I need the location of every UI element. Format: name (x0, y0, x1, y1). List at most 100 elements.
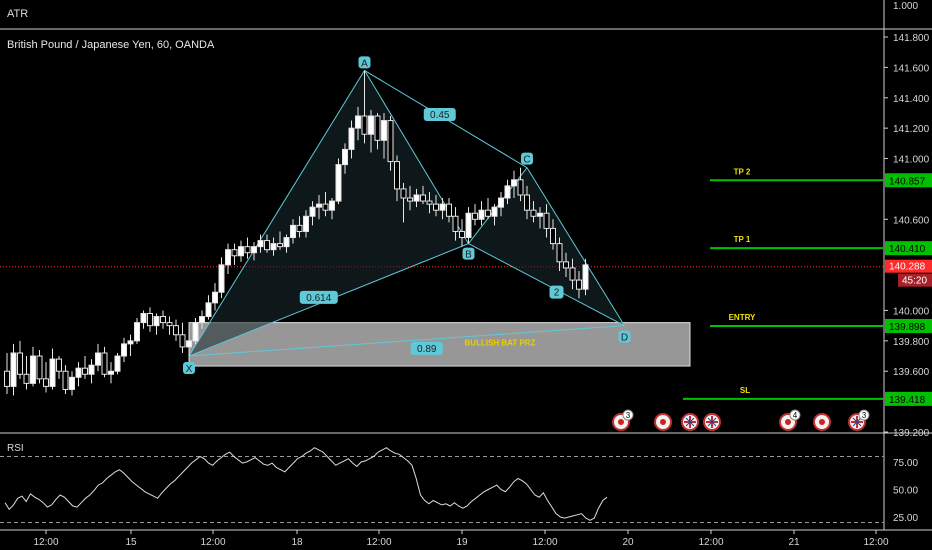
candle (147, 307, 153, 332)
ratio-label-bd: 2 (554, 288, 560, 299)
level-name: TP 1 (734, 235, 751, 244)
event-markers: 3 4 3 (612, 409, 870, 431)
candle-body (452, 215, 459, 232)
candle-body (75, 367, 82, 378)
rsi-panel: RSI 75.00 50.00 25.00 (0, 443, 918, 524)
candle-body (439, 203, 446, 211)
point-x-label: X (186, 364, 193, 375)
candle-body (147, 313, 153, 327)
candle-body (36, 355, 43, 380)
candle-body (420, 194, 426, 202)
candle-body (348, 127, 355, 150)
candle-body (231, 249, 238, 257)
uk-flag-icon (681, 413, 699, 431)
candle (498, 191, 504, 217)
candle-body (576, 279, 582, 290)
price-tick-label: 139.800 (893, 337, 930, 348)
uk-flag-icon (703, 413, 721, 431)
candle (290, 219, 296, 244)
event-count-label: 4 (793, 411, 798, 420)
candle (231, 243, 238, 265)
candle-body (108, 370, 114, 375)
candle-body (433, 203, 439, 211)
price-axis[interactable]: 141.800 141.600 141.400 141.200 141.000 140.6… (884, 33, 932, 439)
ratio-label-xd-bg (410, 341, 443, 355)
candle (303, 210, 309, 238)
candle-body (387, 120, 394, 163)
candle (368, 109, 374, 153)
candle (452, 207, 459, 241)
candle (420, 185, 426, 205)
candle-body (270, 243, 277, 251)
candle (348, 120, 355, 159)
candle (426, 191, 433, 214)
time-tick-label: 21 (788, 537, 800, 548)
candle-body (296, 224, 303, 232)
candle (582, 258, 589, 296)
xab-triangle (189, 70, 469, 357)
candle-body (426, 200, 433, 205)
candle-body (121, 343, 127, 357)
candle (140, 310, 147, 329)
point-d-label: D (621, 333, 628, 344)
countdown-label: 45:20 (902, 276, 927, 287)
current-price-label: 140.288 (889, 262, 926, 273)
point-b-label: B (465, 250, 472, 261)
candle-body (543, 212, 550, 229)
candle-body (290, 224, 296, 239)
candle (56, 356, 62, 379)
candle (517, 167, 524, 202)
candle (88, 359, 95, 384)
candle (251, 242, 257, 261)
price-tick-label: 141.000 (893, 155, 930, 166)
candle (160, 310, 166, 329)
candle-body (205, 302, 212, 318)
candle (238, 240, 244, 262)
candle (459, 219, 465, 247)
candle (530, 201, 537, 223)
level-price-tag (885, 241, 932, 256)
candle-body (212, 291, 218, 304)
candle-body (374, 115, 381, 141)
candle (114, 353, 121, 375)
atr-axis-value: 1.000 (893, 1, 918, 12)
candle (316, 195, 322, 220)
candle (491, 204, 498, 226)
candle-body (361, 115, 368, 135)
candle-body (491, 206, 498, 217)
candle-body (251, 246, 257, 254)
candle (413, 188, 420, 208)
level-tp-2: TP 2 140.857 (710, 167, 932, 188)
level-name: SL (740, 386, 750, 395)
candle-body (322, 203, 329, 211)
candle-body (511, 179, 517, 187)
candle (49, 348, 56, 390)
candle-body (485, 209, 491, 217)
candle-body (238, 246, 244, 257)
rsi-line (4, 447, 608, 521)
candle-body (56, 358, 62, 372)
candle-body (30, 355, 36, 384)
candle (329, 198, 335, 220)
candle-body (257, 240, 264, 248)
candle-body (277, 243, 283, 248)
candle-body (472, 212, 478, 220)
candle-body (556, 243, 563, 263)
point-c-label: C (523, 155, 530, 166)
candle-body (225, 249, 231, 266)
ratio-label-xb-bg (299, 290, 338, 304)
candle (30, 346, 36, 387)
point-a-label: A (361, 58, 368, 69)
symbol-title: British Pound / Japanese Yen, 60, OANDA (7, 39, 215, 51)
candle (472, 204, 478, 226)
time-axis[interactable]: 12:00 15 12:00 18 12:00 19 12:00 20 12:00 21 12:00 (33, 530, 889, 548)
candle-body (140, 313, 147, 324)
candle (556, 237, 563, 271)
candle (543, 204, 550, 238)
candle-body (4, 370, 10, 387)
candle (179, 322, 186, 353)
ratio-label-xd: 0.89 (417, 344, 437, 355)
candle-body (23, 373, 30, 384)
candle-body (69, 376, 75, 390)
